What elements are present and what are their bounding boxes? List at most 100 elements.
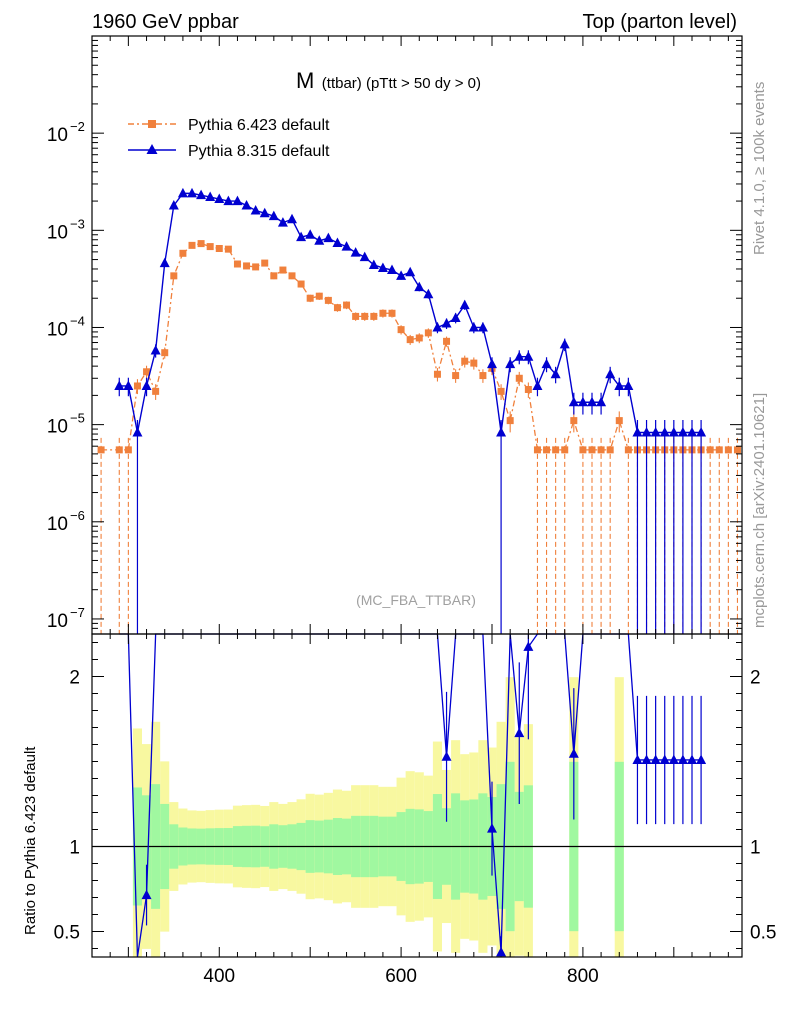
series-pythia8-point: [223, 195, 234, 206]
series-pythia8-point: [187, 187, 197, 198]
series-pythia6-point: [733, 446, 741, 454]
series-pythia8-point: [414, 281, 425, 292]
series-pythia6-point: [188, 241, 196, 249]
ratio-pythia8-point: [641, 754, 652, 764]
series-pythia6-point: [433, 370, 441, 378]
series-pythia8-point: [387, 264, 397, 275]
series-pythia6-point: [206, 243, 214, 251]
series-pythia8-point: [396, 270, 407, 280]
ratio-pythia8-point: [659, 754, 670, 764]
series-pythia6-point: [179, 249, 187, 257]
y-tick-label: 10: [47, 125, 68, 146]
series-pythia8-point: [459, 299, 470, 310]
series-pythia8-point: [596, 396, 607, 407]
y-tick-label: 10: [47, 222, 68, 243]
series-pythia8-point: [196, 189, 207, 200]
series-pythia8-point: [114, 380, 125, 390]
series-pythia6-point: [361, 312, 369, 320]
series-pythia8-point: [159, 257, 170, 268]
plot-title-sub: (ttbar) (pTtt > 50 dy > 0): [322, 75, 481, 92]
ratio-y-tick-label: 1: [69, 838, 80, 859]
series-pythia6-point: [588, 446, 596, 454]
series-pythia6-point: [561, 446, 569, 454]
series-pythia6-point: [143, 368, 151, 376]
series-pythia8-point: [150, 344, 161, 355]
series-pythia8-point: [123, 380, 134, 390]
y-tick-label-exponent: −3: [70, 216, 85, 231]
series-pythia8-point: [568, 396, 579, 407]
series-pythia6-point: [424, 329, 432, 337]
header-left: 1960 GeV ppbar: [92, 11, 239, 33]
series-pythia8-point: [250, 204, 261, 215]
axis-ticks: [91, 35, 742, 957]
series-pythia6-point: [261, 259, 269, 267]
series-pythia8-point: [296, 231, 307, 242]
series-pythia6-point: [452, 372, 460, 380]
series-pythia6-point: [97, 446, 105, 454]
series-pythia6-point: [715, 446, 723, 454]
series-pythia6-point: [415, 334, 423, 342]
ratio-pythia8-point: [141, 889, 152, 900]
y-tick-label: 10: [47, 611, 68, 632]
series-pythia8-point: [368, 259, 379, 269]
series-pythia6-point: [388, 309, 396, 317]
series-pythia6-point: [615, 417, 623, 425]
series-pythia6-point: [570, 417, 578, 425]
analysis-label: (MC_FBA_TTBAR): [356, 592, 476, 608]
series-pythia6-point: [270, 272, 278, 280]
ratio-y-tick-label: 2: [69, 668, 80, 689]
series-pythia6-point: [115, 446, 123, 454]
series-pythia6-point: [233, 260, 241, 268]
ratio-y-label: Ratio to Pythia 6.423 default: [22, 746, 39, 935]
series-pythia8-point: [287, 213, 297, 224]
series-pythia8-point: [232, 195, 243, 206]
plot-title: M (ttbar) (pTtt > 50 dy > 0): [296, 68, 481, 93]
series-pythia6-point: [706, 446, 714, 454]
series-pythia8-point: [605, 368, 616, 379]
series-pythia6-point: [524, 385, 532, 393]
y-tick-label-exponent: −2: [70, 119, 85, 134]
series-pythia8-point: [259, 207, 270, 218]
series-pythia8-point: [141, 380, 152, 390]
series-pythia8-point: [505, 358, 516, 369]
series-pythia6-point: [352, 312, 360, 320]
series-pythia6-point: [397, 326, 405, 334]
series-pythia6-point: [224, 245, 232, 253]
ratio-pythia8-point: [632, 754, 643, 764]
series-pythia6-point: [606, 446, 614, 454]
x-tick-label: 600: [385, 966, 417, 987]
y-tick-label-exponent: −7: [70, 605, 85, 620]
series-pythia8-point: [132, 426, 143, 437]
series-pythia6-point: [252, 263, 260, 271]
series-pythia6-point: [597, 446, 605, 454]
ratio-bands: [132, 677, 624, 957]
side-label-top: Rivet 4.1.0, ≥ 100k events: [751, 82, 768, 255]
series-pythia6-point: [324, 296, 332, 304]
series-pythia6-point: [279, 266, 287, 274]
series-pythia8-point: [514, 351, 525, 361]
series-pythia8-point: [177, 187, 188, 198]
series-pythia8-point: [614, 380, 625, 390]
series-pythia8-line: [119, 192, 702, 434]
ratio-pythia8-point: [523, 641, 534, 651]
series-pythia6-point: [161, 349, 169, 357]
series-pythia8-point: [305, 229, 316, 239]
y-tick-label: 10: [47, 319, 68, 340]
series-pythia6-point: [370, 312, 378, 320]
series-pythia8-point: [650, 426, 661, 437]
series-pythia6-point: [133, 382, 141, 390]
series-pythia8-point: [623, 380, 634, 390]
y-tick-label: 10: [47, 417, 68, 438]
series-pythia8-point: [487, 358, 497, 369]
series-pythia6-point: [579, 446, 587, 454]
series-pythia8-point: [205, 191, 216, 202]
series-pythia8-point: [277, 217, 288, 227]
ratio-pythia8-point: [487, 823, 497, 833]
legend-label-pythia8: Pythia 8.315 default: [188, 143, 330, 160]
series-pythia8-point: [496, 426, 507, 437]
series-pythia6-point: [506, 417, 514, 425]
series-pythia6-point: [343, 301, 351, 309]
y-tick-label-exponent: −4: [70, 313, 85, 328]
series-pythia8-point: [550, 368, 561, 379]
